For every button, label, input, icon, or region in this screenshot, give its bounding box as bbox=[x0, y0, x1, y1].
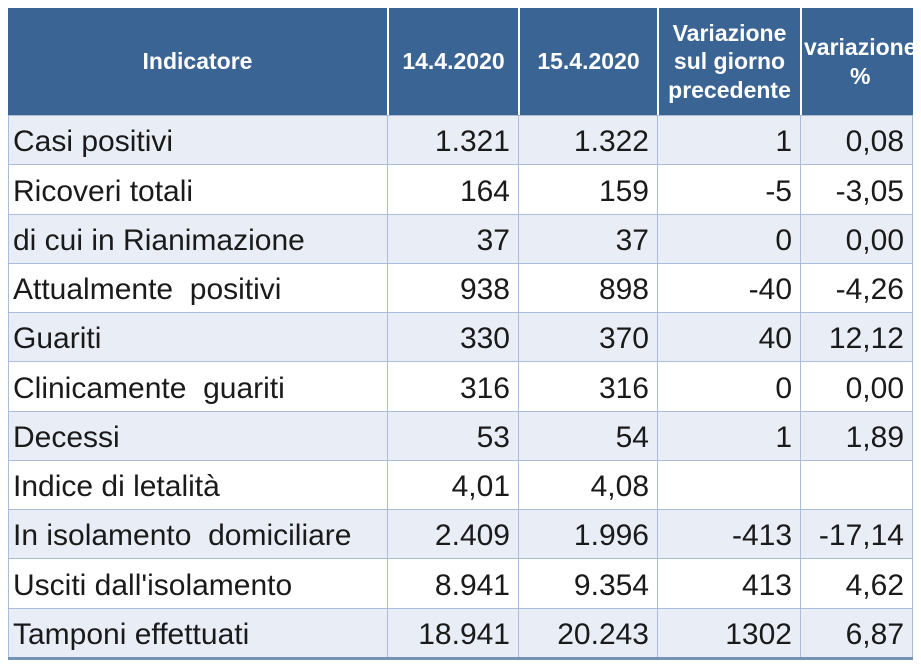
column-header-indicatore: Indicatore bbox=[142, 48, 253, 75]
cell bbox=[657, 460, 800, 510]
column-header-variazione-giorno: Variazione sul giorno precedente bbox=[657, 8, 800, 115]
row-label: Casi positivi bbox=[8, 116, 387, 165]
cell: 18.941 bbox=[387, 608, 518, 657]
cell: 1.996 bbox=[518, 510, 657, 559]
cell: 0,00 bbox=[800, 214, 913, 263]
row-label: Guariti bbox=[8, 313, 387, 362]
cell: 37 bbox=[518, 214, 657, 263]
column-header-date-2: 15.4.2020 bbox=[518, 8, 657, 115]
row-label: Usciti dall'isolamento bbox=[8, 559, 387, 608]
cell: 0,00 bbox=[800, 362, 913, 411]
table-row: Decessi 53 54 1 1,89 bbox=[8, 410, 913, 460]
table-header-row: Indicatore 14.4.2020 15.4.2020 Variazion… bbox=[8, 8, 917, 115]
table-row: In isolamento domiciliare 2.409 1.996 -4… bbox=[8, 509, 913, 559]
cell: 12,12 bbox=[800, 313, 913, 362]
cell: 1.321 bbox=[387, 116, 518, 165]
cell: 1,89 bbox=[800, 411, 913, 460]
cell: -40 bbox=[657, 263, 800, 313]
cell: 53 bbox=[387, 411, 518, 460]
cell: 1 bbox=[657, 411, 800, 460]
cell: 54 bbox=[518, 411, 657, 460]
row-label: Attualmente positivi bbox=[8, 263, 387, 313]
cell: 164 bbox=[387, 165, 518, 214]
row-label: Ricoveri totali bbox=[8, 165, 387, 214]
cell: 316 bbox=[518, 362, 657, 411]
row-label: In isolamento domiciliare bbox=[8, 510, 387, 559]
table-row: di cui in Rianimazione 37 37 0 0,00 bbox=[8, 213, 913, 263]
cell: 0 bbox=[657, 214, 800, 263]
cell: 1.322 bbox=[518, 116, 657, 165]
cell: -17,14 bbox=[800, 510, 913, 559]
cell: 330 bbox=[387, 313, 518, 362]
cell: 159 bbox=[518, 165, 657, 214]
cell: -413 bbox=[657, 510, 800, 559]
cell: -4,26 bbox=[800, 263, 913, 313]
column-header-date-1: 14.4.2020 bbox=[387, 8, 518, 115]
row-label: Decessi bbox=[8, 411, 387, 460]
cell: 40 bbox=[657, 313, 800, 362]
cell: -5 bbox=[657, 165, 800, 214]
cell: 2.409 bbox=[387, 510, 518, 559]
column-header-variazione-pct: variazione % bbox=[800, 8, 919, 115]
cell: 37 bbox=[387, 214, 518, 263]
table-body: Casi positivi 1.321 1.322 1 0,08 Ricover… bbox=[8, 115, 913, 657]
row-label: Indice di letalità bbox=[8, 460, 387, 510]
cell bbox=[800, 460, 913, 510]
table-row: Attualmente positivi 938 898 -40 -4,26 bbox=[8, 262, 913, 313]
cell: 370 bbox=[518, 313, 657, 362]
cell: -3,05 bbox=[800, 165, 913, 214]
cell: 0 bbox=[657, 362, 800, 411]
cell: 1302 bbox=[657, 608, 800, 657]
cell: 898 bbox=[518, 263, 657, 313]
cell: 4,01 bbox=[387, 460, 518, 510]
cell: 4,62 bbox=[800, 559, 913, 608]
cell: 316 bbox=[387, 362, 518, 411]
cell: 413 bbox=[657, 559, 800, 608]
cell: 938 bbox=[387, 263, 518, 313]
table-row: Guariti 330 370 40 12,12 bbox=[8, 312, 913, 362]
table-row: Ricoveri totali 164 159 -5 -3,05 bbox=[8, 164, 913, 214]
row-label: di cui in Rianimazione bbox=[8, 214, 387, 263]
cell: 6,87 bbox=[800, 608, 913, 657]
row-label: Clinicamente guariti bbox=[8, 362, 387, 411]
cell: 8.941 bbox=[387, 559, 518, 608]
table-row: Casi positivi 1.321 1.322 1 0,08 bbox=[8, 115, 913, 165]
table-row: Clinicamente guariti 316 316 0 0,00 bbox=[8, 361, 913, 411]
covid-indicators-table: Indicatore 14.4.2020 15.4.2020 Variazion… bbox=[8, 8, 917, 660]
cell: 9.354 bbox=[518, 559, 657, 608]
cell: 20.243 bbox=[518, 608, 657, 657]
table-row: Usciti dall'isolamento 8.941 9.354 413 4… bbox=[8, 558, 913, 608]
cell: 1 bbox=[657, 116, 800, 165]
table-row: Indice di letalità 4,01 4,08 bbox=[8, 459, 913, 510]
cell: 0,08 bbox=[800, 116, 913, 165]
cell: 4,08 bbox=[518, 460, 657, 510]
row-label: Tamponi effettuati bbox=[8, 608, 387, 657]
table-row: Tamponi effettuati 18.941 20.243 1302 6,… bbox=[8, 607, 913, 657]
